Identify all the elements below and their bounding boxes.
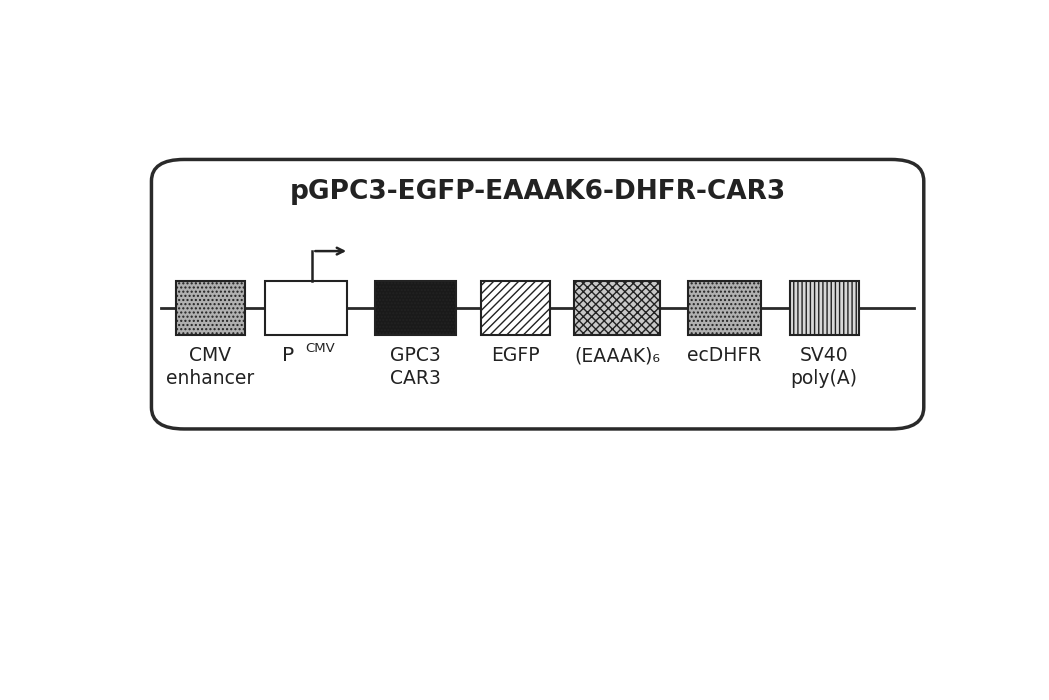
Text: enhancer: enhancer [166, 369, 255, 388]
FancyBboxPatch shape [151, 160, 924, 429]
Text: CMV: CMV [189, 346, 232, 365]
Text: CAR3: CAR3 [390, 369, 441, 388]
Bar [790, 281, 859, 335]
Text: SV40: SV40 [800, 346, 849, 365]
Text: poly(A): poly(A) [791, 369, 858, 388]
Bar [480, 281, 550, 335]
Bar [574, 281, 660, 335]
Text: P: P [282, 346, 294, 365]
Text: EGFP: EGFP [491, 346, 539, 365]
Bar [265, 281, 346, 335]
Text: GPC3: GPC3 [390, 346, 441, 365]
Text: (EAAAK)₆: (EAAAK)₆ [574, 346, 660, 365]
Bar [376, 281, 456, 335]
Text: pGPC3-EGFP-EAAAK6-DHFR-CAR3: pGPC3-EGFP-EAAAK6-DHFR-CAR3 [290, 178, 786, 205]
Bar [176, 281, 245, 335]
Text: ecDHFR: ecDHFR [687, 346, 762, 365]
Bar [688, 281, 762, 335]
Text: CMV: CMV [305, 342, 335, 355]
